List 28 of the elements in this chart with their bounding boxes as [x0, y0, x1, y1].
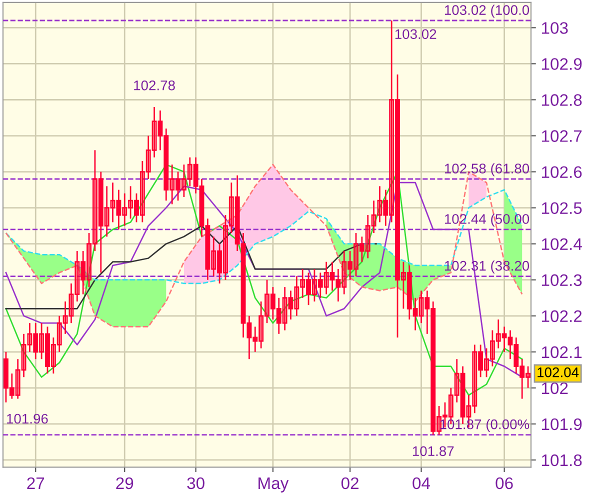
y-tick-label: 102: [542, 382, 568, 394]
x-tick-label: 27: [27, 477, 44, 489]
x-tick-label: 02: [341, 477, 358, 490]
y-tick-label: 102.9: [542, 58, 582, 70]
annotation: 101.96: [7, 414, 48, 424]
y-tick-label: 102.4: [542, 238, 582, 250]
x-tick-label: 04: [412, 477, 430, 490]
ref-line-label: 102.58 (61.80: [444, 163, 530, 176]
line-series: [5, 225, 380, 310]
annotation: 103.02: [395, 29, 436, 40]
text: 102.04: [538, 367, 579, 378]
x-tick-label: May: [258, 478, 289, 492]
x-tick-label: 06: [496, 477, 513, 490]
y-tick-label: 102.3: [542, 274, 582, 286]
y-tick-label: 101.8: [542, 454, 582, 466]
annotation: 101.87: [412, 446, 454, 456]
y-tick-label: 102.2: [542, 310, 582, 322]
y-tick-label: 103: [542, 22, 568, 34]
y-tick-label: 102.1: [542, 346, 582, 358]
y-tick-label: 102.5: [542, 202, 582, 214]
y-tick-label: 102.6: [542, 166, 582, 178]
y-tick-label: 102.8: [542, 94, 582, 106]
y-tick-label: 102.7: [542, 130, 582, 142]
annotation: 102.78: [134, 80, 175, 90]
x-tick-label: 29: [116, 477, 134, 490]
x-tick-label: 30: [187, 477, 204, 490]
ref-line-label: 103.02 (100.0: [444, 4, 530, 18]
y-tick-label: 101.9: [542, 418, 582, 430]
